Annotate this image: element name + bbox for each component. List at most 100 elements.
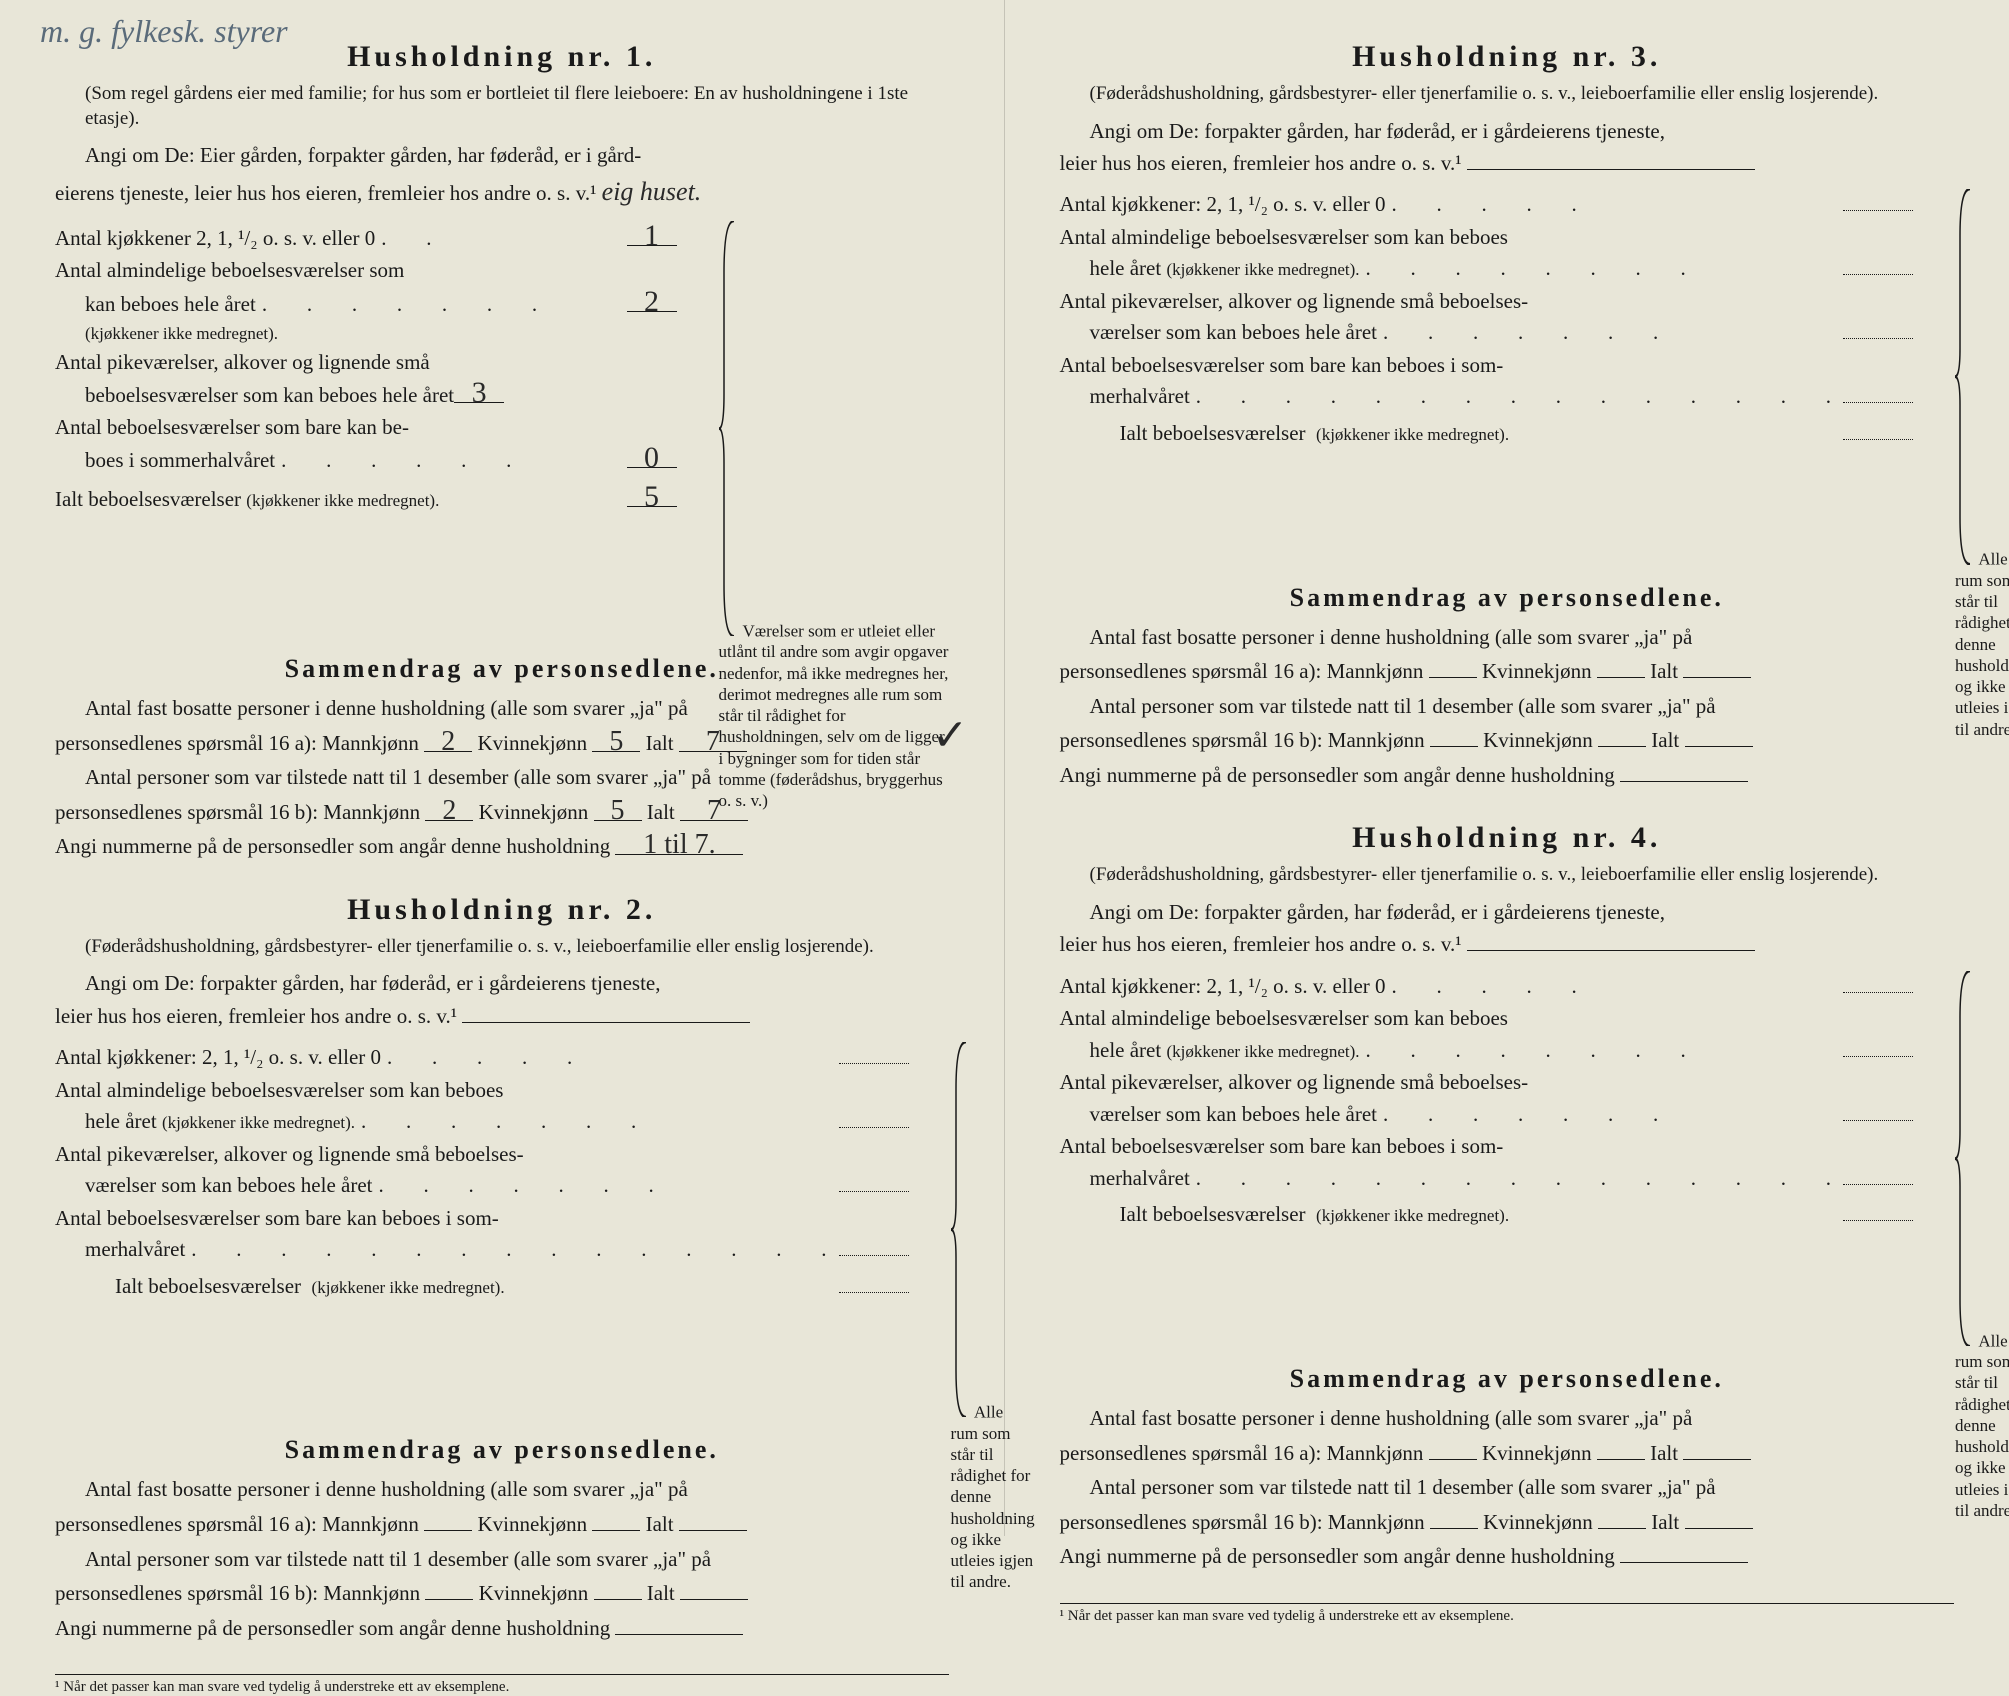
tilstede-kvinne-value: [594, 1579, 642, 1600]
dots: . . . . . . . . . . . . . . .: [1196, 381, 1837, 414]
tilstede-line2-pre: personsedlenes spørsmål 16 b): Mannkjønn: [55, 800, 420, 824]
ialt-value: [1843, 1202, 1913, 1221]
sommer-label2: merhalvåret: [1090, 381, 1190, 413]
fast-line1: Antal fast bosatte personer i denne hush…: [85, 696, 688, 720]
kjokken-value: 1: [627, 221, 677, 246]
sommer-label2: merhalvåret: [1090, 1163, 1190, 1195]
dots: . . . . . . . . . . . . . . .: [191, 1234, 832, 1267]
sommer-value: [1843, 1166, 1913, 1185]
dots: . .: [381, 223, 620, 256]
kjokken-value: [839, 1045, 909, 1064]
ialt-label: Ialt beboelsesværelser: [55, 484, 241, 516]
nummer-value: [1620, 1542, 1748, 1563]
document-spread: m. g. fylkesk. styrer Husholdning nr. 1.…: [0, 0, 2009, 1536]
brace-note-text: Alle rum som står til rådighet for denne…: [1955, 550, 2009, 739]
tilstede-kvinne-value: [1598, 726, 1646, 747]
alm-label2: hele året: [85, 1106, 157, 1138]
fast-line2-pre: personsedlenes spørsmål 16 a): Mannkjønn: [1060, 659, 1424, 683]
angi-blank: [1467, 149, 1755, 170]
pike-label2: beboelsesværelser som kan beboes hele år…: [85, 380, 454, 412]
sommer-label1: Antal beboelsesværelser som bare kan beb…: [1060, 1131, 1504, 1163]
brace-icon: [1955, 971, 1975, 1346]
brace-icon: [1955, 189, 1975, 564]
angi-line1: Angi om De: forpakter gården, har føderå…: [1090, 898, 1955, 926]
alm-label1: Antal almindelige beboelsesværelser som …: [55, 1075, 503, 1107]
dots: . . . . . . . .: [1366, 1035, 1838, 1068]
ialt-sublabel: (kjøkkener ikke medregnet).: [1316, 422, 1509, 448]
household-4: Husholdning nr. 4. (Føderådshusholdning,…: [1060, 821, 1955, 1572]
household-title: Husholdning nr. 4.: [1060, 821, 1955, 855]
pike-value: [839, 1173, 909, 1192]
footnote: ¹ Når det passer kan man svare ved tydel…: [1060, 1603, 1955, 1625]
sommer-label2: boes i sommerhalvåret: [85, 445, 275, 477]
tilstede-ialt-label: Ialt: [1651, 1510, 1679, 1534]
sammendrag-title: Sammendrag av personsedlene.: [1060, 1364, 1955, 1394]
nummer-value: [615, 1614, 743, 1635]
tilstede-line1: Antal personer som var tilstede natt til…: [85, 765, 711, 789]
tilstede-kvinne-label: Kvinnekjønn: [479, 1581, 589, 1605]
ialt-label: Ialt beboelsesværelser: [1120, 418, 1306, 450]
tilstede-mann-value: [1430, 726, 1478, 747]
angi-line1: Angi om De: forpakter gården, har føderå…: [1090, 117, 1955, 145]
pike-label2: værelser som kan beboes hele året: [1090, 1099, 1377, 1131]
angi-line2-text: leier hus hos eieren, fremleier hos andr…: [55, 1004, 457, 1028]
sommer-value: 0: [627, 443, 677, 468]
alm-value: 2: [627, 287, 677, 312]
checkmark-icon: ✓: [932, 702, 969, 770]
brace-note: Alle rum som står til rådighet for denne…: [1933, 971, 2009, 1346]
tilstede-kvinne-label: Kvinnekjønn: [479, 800, 589, 824]
household-subtitle: (Som regel gårdens eier med familie; for…: [85, 82, 949, 131]
alm-label1: Antal almindelige beboelsesværelser som: [55, 255, 404, 287]
sommer-label1: Antal beboelsesværelser som bare kan be-: [55, 412, 409, 444]
fast-mann-value: [1429, 1439, 1477, 1460]
kjokken-value: [1843, 974, 1913, 993]
fast-kvinne-label: Kvinnekjønn: [1482, 1441, 1592, 1465]
alm-label2: kan beboes hele året: [85, 289, 256, 321]
tilstede-mann-value: 2: [425, 800, 473, 821]
kjokken-value: [1843, 192, 1913, 211]
fast-ialt-value: [679, 1510, 747, 1531]
dots: . . . . . . .: [1383, 317, 1837, 350]
kjokken-label: Antal kjøkkener: 2, 1, ¹/₂ o. s. v. elle…: [1060, 971, 1386, 1003]
alm-value: [839, 1109, 909, 1128]
alm-sublabel: (kjøkkener ikke medregnet).: [1166, 257, 1359, 283]
alm-label2: hele året: [1090, 1035, 1162, 1067]
dots: . . . . . . .: [378, 1170, 832, 1203]
ialt-label: Ialt beboelsesværelser: [1120, 1199, 1306, 1231]
fast-kvinne-value: 5: [592, 731, 640, 752]
dots: . . . . . . . . . . . . . . .: [1196, 1163, 1837, 1196]
fast-mann-value: [1429, 657, 1477, 678]
kjokken-label: Antal kjøkkener 2, 1, ¹/₂ o. s. v. eller…: [55, 223, 375, 255]
room-list: Antal kjøkkener: 2, 1, ¹/₂ o. s. v. elle…: [1060, 189, 1914, 564]
nummer-value: 1 til 7.: [615, 834, 743, 855]
handwritten-margin-note: m. g. fylkesk. styrer: [40, 15, 288, 47]
household-1: Husholdning nr. 1. (Som regel gårdens ei…: [55, 40, 949, 863]
ialt-value: [1843, 421, 1913, 440]
ialt-sublabel: (kjøkkener ikke medregnet).: [1316, 1203, 1509, 1229]
room-block: Antal kjøkkener: 2, 1, ¹/₂ o. s. v. elle…: [1060, 189, 1955, 564]
sommer-label2: merhalvåret: [85, 1234, 185, 1266]
alm-label2: hele året: [1090, 253, 1162, 285]
angi-line2-text: leier hus hos eieren, fremleier hos andr…: [1060, 151, 1462, 175]
household-subtitle: (Føderådshusholdning, gårdsbestyrer- ell…: [1090, 82, 1955, 107]
angi-blank: [1467, 930, 1755, 951]
brace-icon: [951, 1042, 971, 1417]
alm-label1: Antal almindelige beboelsesværelser som …: [1060, 1003, 1508, 1035]
fast-kvinne-label: Kvinnekjønn: [477, 1512, 587, 1536]
fast-ialt-label: Ialt: [1650, 659, 1678, 683]
fast-kvinne-label: Kvinnekjønn: [1482, 659, 1592, 683]
tilstede-line1: Antal personer som var tilstede natt til…: [1090, 1475, 1716, 1499]
fast-ialt-label: Ialt: [646, 731, 674, 755]
fast-line1: Antal fast bosatte personer i denne hush…: [1090, 625, 1693, 649]
sommer-label1: Antal beboelsesværelser som bare kan beb…: [55, 1203, 499, 1235]
ialt-label: Ialt beboelsesværelser: [115, 1271, 301, 1303]
tilstede-ialt-label: Ialt: [1651, 728, 1679, 752]
page-left: m. g. fylkesk. styrer Husholdning nr. 1.…: [0, 0, 1005, 1536]
tilstede-line2-pre: personsedlenes spørsmål 16 b): Mannkjønn: [1060, 728, 1425, 752]
tilstede-mann-value: [1430, 1508, 1478, 1529]
nummer-label: Angi nummerne på de personsedler som ang…: [1060, 1544, 1615, 1568]
household-subtitle: (Føderådshusholdning, gårdsbestyrer- ell…: [1090, 863, 1955, 888]
dots: . . . . .: [387, 1042, 833, 1075]
sommer-value: [1843, 384, 1913, 403]
alm-value: [1843, 256, 1913, 275]
